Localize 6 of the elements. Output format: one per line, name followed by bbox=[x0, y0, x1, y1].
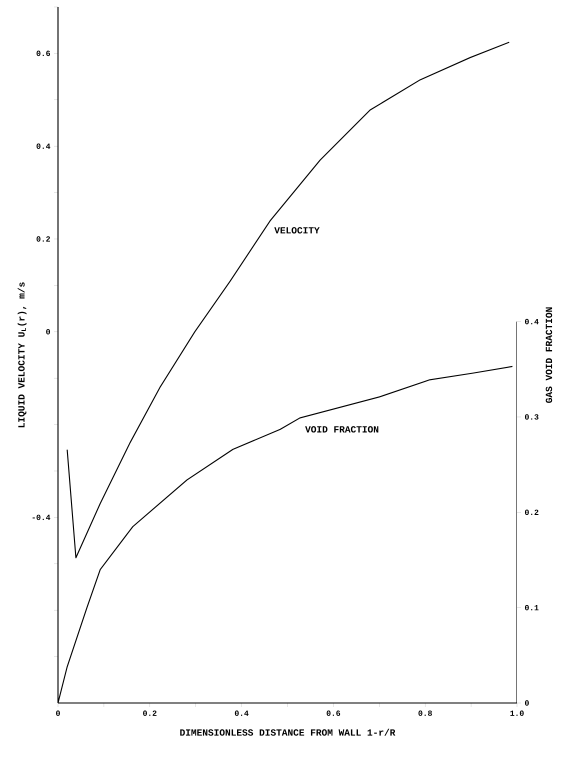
y2-axis-title: GAS VOID FRACTION bbox=[546, 307, 552, 403]
x-axis-title: DIMENSIONLESS DISTANCE FROM WALL 1-r/R bbox=[180, 728, 396, 736]
line-series bbox=[66, 42, 510, 558]
y-axis-title: LIQUID VELOCITY U$_{L}$(r), m/s bbox=[18, 282, 27, 428]
series-label: VELOCITY bbox=[274, 227, 320, 234]
series-label: VOID FRACTION bbox=[305, 426, 378, 433]
